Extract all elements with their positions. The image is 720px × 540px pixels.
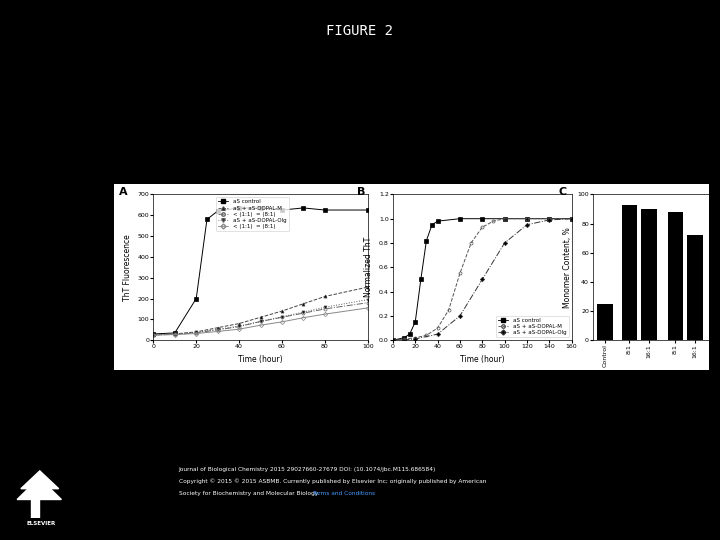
Text: aS-DOPAl-M: aS-DOPAl-M (626, 177, 652, 181)
Bar (30, 494, 39, 518)
Text: FIGURE 2: FIGURE 2 (326, 24, 394, 38)
Y-axis label: Monomer Content, %: Monomer Content, % (563, 227, 572, 308)
Y-axis label: ThT Fluorescence: ThT Fluorescence (123, 234, 132, 301)
Text: Terms and Conditions: Terms and Conditions (312, 491, 375, 496)
Bar (641, 209, 657, 340)
Legend: aS control, aS + aS-DOPAL-M, < (1:1)  = (8:1), aS + aS-DOPAL-Olg, < (1:1)  = (8:: aS control, aS + aS-DOPAL-M, < (1:1) = (… (216, 197, 289, 231)
Text: Journal of Biological Chemistry 2015 29027660-27679 DOI: (10.1074/jbc.M115.68658: Journal of Biological Chemistry 2015 290… (179, 467, 436, 472)
Polygon shape (21, 471, 59, 489)
Bar (667, 212, 683, 340)
Text: A: A (119, 187, 127, 197)
Text: C: C (558, 187, 567, 197)
Legend: aS control, aS + aS-DOPAL-M, aS + aS-DOPAL-Olg: aS control, aS + aS-DOPAL-M, aS + aS-DOP… (496, 316, 569, 338)
Text: ELSEVIER: ELSEVIER (27, 521, 56, 526)
Bar (687, 235, 703, 340)
Y-axis label: Normalized ThT: Normalized ThT (364, 237, 374, 298)
Text: aS-DOPAl-Olg: aS-DOPAl-Olg (670, 177, 700, 181)
Polygon shape (17, 478, 61, 500)
Bar (598, 303, 613, 340)
Text: B: B (357, 187, 366, 197)
Text: Society for Biochemistry and Molecular Biology.: Society for Biochemistry and Molecular B… (179, 491, 320, 496)
Text: Copyright © 2015 © 2015 ASBMB. Currently published by Elsevier Inc; originally p: Copyright © 2015 © 2015 ASBMB. Currently… (179, 478, 486, 484)
X-axis label: Time (hour): Time (hour) (460, 355, 505, 364)
X-axis label: Time (hour): Time (hour) (238, 355, 283, 364)
Bar (621, 205, 637, 340)
